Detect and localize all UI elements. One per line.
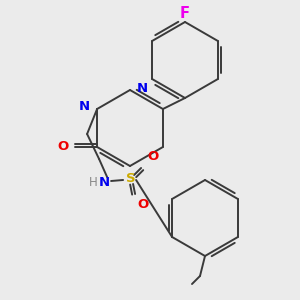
Text: N: N: [79, 100, 90, 113]
Text: N: N: [98, 176, 110, 190]
Text: O: O: [58, 140, 69, 154]
Text: N: N: [137, 82, 148, 94]
Text: O: O: [137, 199, 148, 212]
Text: S: S: [126, 172, 136, 185]
Text: F: F: [180, 7, 190, 22]
Text: O: O: [147, 151, 158, 164]
Text: H: H: [89, 176, 98, 190]
